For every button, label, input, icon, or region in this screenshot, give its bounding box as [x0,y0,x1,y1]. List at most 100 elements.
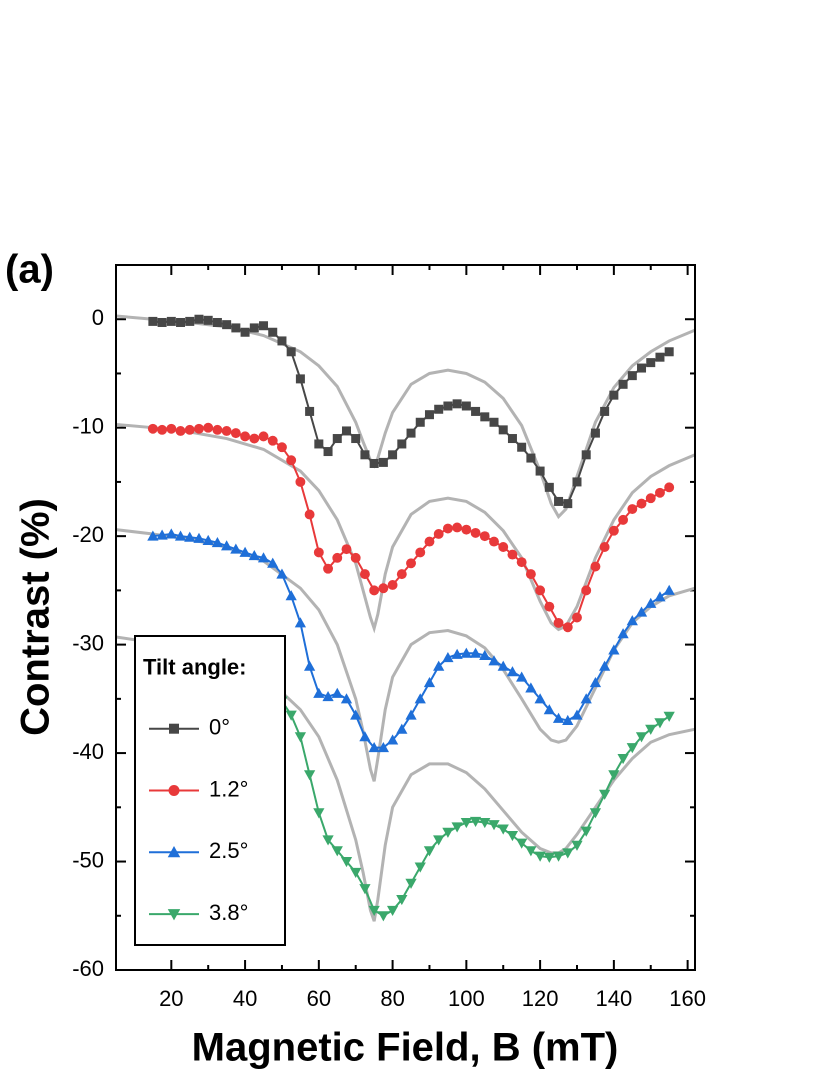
marker [469,647,482,658]
fit-curve [116,314,695,520]
legend-label: 3.8° [209,900,248,925]
marker [147,530,159,541]
marker [212,424,223,435]
marker [406,428,416,438]
marker [240,327,250,337]
marker [618,514,629,525]
marker [285,590,297,601]
marker [257,552,270,563]
marker [443,401,453,411]
marker [516,557,527,568]
marker [147,423,158,434]
marker [378,457,388,467]
series-line [152,426,670,629]
marker [479,649,491,660]
marker [331,846,343,857]
marker [230,428,241,439]
marker [488,655,500,666]
x-tick-label: 120 [522,986,559,1011]
marker [369,585,380,596]
marker [377,911,389,922]
marker [249,433,260,444]
marker [423,676,436,688]
marker [277,442,287,453]
marker [194,314,204,324]
marker [222,320,232,330]
marker [313,547,324,558]
marker [479,817,491,829]
marker [167,909,181,921]
marker [452,522,463,533]
marker [359,731,371,742]
marker [415,417,425,427]
marker [406,558,416,569]
marker [543,704,555,715]
marker [240,431,251,442]
marker [194,423,204,434]
marker [184,424,195,435]
marker [461,401,471,411]
marker [525,846,537,857]
marker [544,482,554,492]
marker [626,743,638,754]
panel-label: (a) [5,248,54,292]
marker [176,317,186,327]
y-tick-label: -10 [72,414,104,439]
marker [480,412,490,422]
marker [635,732,648,743]
marker [386,734,399,745]
marker [277,336,287,346]
marker [148,316,158,326]
x-tick-label: 100 [448,986,485,1011]
marker [507,549,518,560]
marker [285,710,297,721]
marker [664,482,675,493]
marker [589,808,602,819]
marker [599,660,611,671]
marker [295,476,306,487]
marker [572,477,582,487]
marker [388,450,398,460]
marker [332,434,342,444]
marker [645,724,657,735]
marker [618,379,628,389]
marker [470,527,481,538]
marker [646,358,656,368]
marker [341,544,352,555]
marker [351,434,361,444]
x-tick-label: 20 [159,986,183,1011]
marker [221,540,233,551]
marker [589,676,602,688]
marker [489,536,499,547]
marker [637,363,647,373]
x-tick-label: 80 [380,986,404,1011]
marker [202,534,214,545]
marker [498,542,509,552]
marker [350,552,361,563]
marker [414,862,426,873]
marker [608,644,620,655]
marker [663,711,675,722]
marker [386,905,399,916]
marker [571,840,583,851]
marker [368,905,380,916]
marker [543,852,555,863]
marker [552,712,565,723]
marker [267,557,279,568]
marker [506,831,519,842]
marker [276,568,288,579]
marker [460,647,472,658]
marker [359,569,370,580]
marker [294,732,307,743]
marker [645,597,657,608]
marker [203,315,213,325]
marker [433,660,445,671]
marker [526,453,536,463]
marker [608,770,620,781]
y-tick-label: -30 [72,630,104,655]
marker [368,742,380,753]
marker [221,425,232,436]
marker [167,846,181,858]
marker [552,851,565,862]
